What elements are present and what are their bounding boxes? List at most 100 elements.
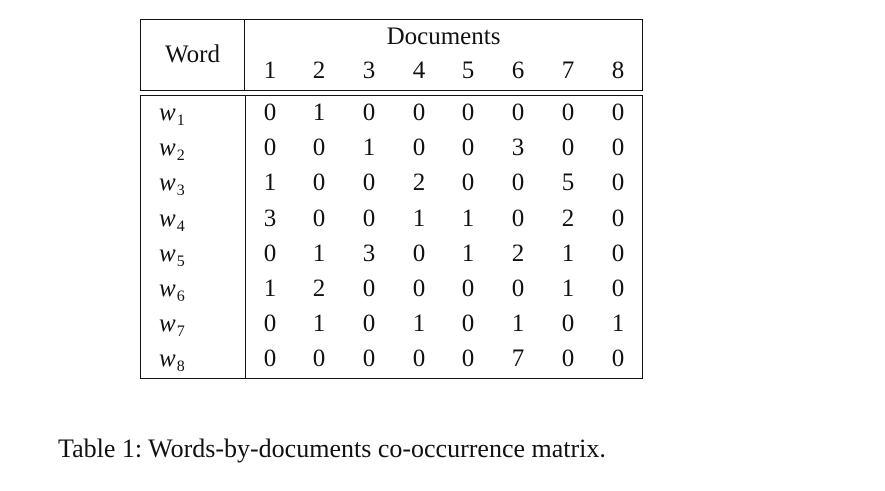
- count-cell: 0: [263, 310, 277, 338]
- count-cell: 3: [362, 239, 376, 267]
- word-symbol: w: [159, 310, 176, 338]
- count-cell: 0: [312, 134, 326, 162]
- count-cell: 1: [412, 204, 426, 232]
- table-row: w4 3 0 0 1 1 0 2 0: [141, 203, 642, 238]
- count-cell: 2: [412, 169, 426, 197]
- count-cell: 0: [561, 345, 575, 373]
- word-label: w4: [159, 205, 185, 236]
- table-row: w6 1 2 0 0 0 0 1 0: [141, 273, 642, 308]
- document-number-header: 4: [412, 57, 426, 84]
- count-cell: 1: [312, 310, 326, 338]
- count-cell: 0: [461, 275, 475, 302]
- word-symbol: w: [159, 275, 176, 302]
- count-cell: 0: [362, 99, 376, 126]
- word-symbol: w: [159, 345, 176, 373]
- count-cell: 1: [461, 204, 475, 232]
- column-divider: [245, 96, 246, 378]
- count-cell: 0: [362, 204, 376, 232]
- document-number-header: 8: [611, 57, 625, 84]
- count-cell: 0: [461, 310, 475, 338]
- count-cell: 0: [362, 345, 376, 373]
- table-row: w1 0 1 0 0 0 0 0 0: [141, 97, 642, 132]
- table-row: w5 0 1 3 0 1 2 1 0: [141, 238, 642, 273]
- table-header: Word Documents 1 2 3 4 5 6 7 8: [140, 19, 643, 91]
- count-cell: 0: [461, 99, 475, 126]
- word-subscript: 1: [176, 112, 185, 129]
- count-cell: 0: [511, 169, 525, 197]
- count-cell: 0: [412, 239, 426, 267]
- count-cell: 5: [561, 169, 575, 197]
- word-subscript: 5: [176, 252, 185, 270]
- count-cell: 2: [312, 275, 326, 302]
- word-label: w1: [159, 99, 185, 130]
- count-cell: 0: [611, 345, 625, 373]
- count-cell: 0: [263, 99, 277, 126]
- count-cell: 0: [461, 169, 475, 197]
- count-cell: 0: [611, 99, 625, 126]
- count-cell: 1: [362, 134, 376, 162]
- count-cell: 3: [263, 204, 277, 232]
- document-number-header: 2: [312, 57, 326, 84]
- count-cell: 0: [362, 275, 376, 302]
- word-symbol: w: [159, 99, 176, 126]
- count-cell: 0: [611, 204, 625, 232]
- count-cell: 0: [412, 99, 426, 126]
- document-number-row: 1 2 3 4 5 6 7 8: [245, 57, 642, 87]
- word-subscript: 8: [176, 358, 185, 376]
- word-subscript: 4: [176, 217, 185, 235]
- table-row: w8 0 0 0 0 0 7 0 0: [141, 343, 642, 378]
- document-number-header: 5: [461, 57, 475, 84]
- count-cell: 1: [511, 310, 525, 338]
- word-subscript: 3: [176, 182, 185, 200]
- word-label: w2: [159, 134, 185, 165]
- count-cell: 0: [412, 134, 426, 162]
- word-label: w6: [159, 275, 185, 306]
- word-column-header: Word: [141, 20, 245, 90]
- count-cell: 0: [561, 310, 575, 338]
- document-number-header: 3: [362, 57, 376, 84]
- count-cell: 1: [263, 169, 277, 197]
- count-cell: 0: [263, 239, 277, 267]
- word-symbol: w: [159, 169, 176, 197]
- count-cell: 0: [611, 275, 625, 302]
- count-cell: 1: [312, 239, 326, 267]
- word-label: w7: [159, 310, 185, 341]
- count-cell: 0: [561, 134, 575, 162]
- count-cell: 0: [511, 204, 525, 232]
- table-body: w1 0 1 0 0 0 0 0 0 w2 0 0 1 0 0 3 0 0 w3 1 0 0 2 0 0 5 0 w4 3 0 0 1 1 0 2 0…: [140, 95, 643, 379]
- count-cell: 0: [362, 169, 376, 197]
- count-cell: 0: [263, 345, 277, 373]
- table-caption: Table 1: Words-by-documents co-occurrenc…: [58, 434, 606, 463]
- count-cell: 0: [412, 345, 426, 373]
- count-cell: 2: [561, 204, 575, 232]
- count-cell: 3: [511, 134, 525, 162]
- count-cell: 1: [611, 310, 625, 338]
- count-cell: 0: [362, 310, 376, 338]
- count-cell: 1: [561, 275, 575, 302]
- table-row: w2 0 0 1 0 0 3 0 0: [141, 132, 642, 167]
- word-symbol: w: [159, 134, 176, 162]
- count-cell: 1: [461, 239, 475, 267]
- word-symbol: w: [159, 239, 176, 267]
- table-row: w7 0 1 0 1 0 1 0 1: [141, 308, 642, 343]
- word-symbol: w: [159, 204, 176, 232]
- count-cell: 1: [312, 99, 326, 126]
- word-label: w3: [159, 169, 185, 200]
- count-cell: 0: [461, 134, 475, 162]
- count-cell: 0: [511, 99, 525, 126]
- count-cell: 0: [611, 239, 625, 267]
- count-cell: 0: [461, 345, 475, 373]
- count-cell: 1: [412, 310, 426, 338]
- table-row: w3 1 0 0 2 0 0 5 0: [141, 167, 642, 202]
- document-number-header: 1: [263, 57, 277, 84]
- count-cell: 0: [312, 345, 326, 373]
- count-cell: 0: [561, 99, 575, 126]
- count-cell: 0: [312, 169, 326, 197]
- count-cell: 1: [561, 239, 575, 267]
- count-cell: 0: [312, 204, 326, 232]
- count-cell: 0: [611, 134, 625, 162]
- count-cell: 0: [263, 134, 277, 162]
- word-subscript: 7: [176, 323, 185, 341]
- word-label: w5: [159, 240, 185, 271]
- document-number-header: 7: [561, 57, 575, 84]
